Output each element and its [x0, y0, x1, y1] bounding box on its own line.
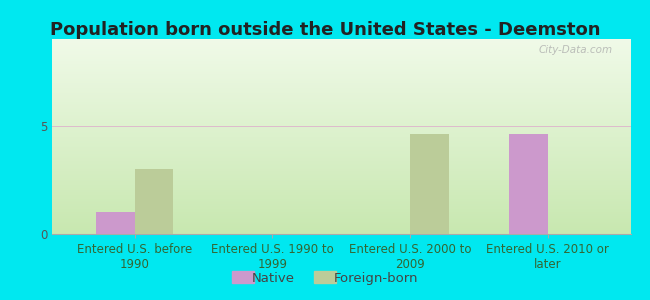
Bar: [510, 134, 548, 234]
Text: City-Data.com: City-Data.com: [539, 45, 613, 55]
Bar: [410, 134, 448, 234]
Bar: [135, 169, 173, 234]
Bar: [96, 212, 135, 234]
Text: Population born outside the United States - Deemston: Population born outside the United State…: [50, 21, 600, 39]
Legend: Native, Foreign-born: Native, Foreign-born: [226, 267, 424, 290]
